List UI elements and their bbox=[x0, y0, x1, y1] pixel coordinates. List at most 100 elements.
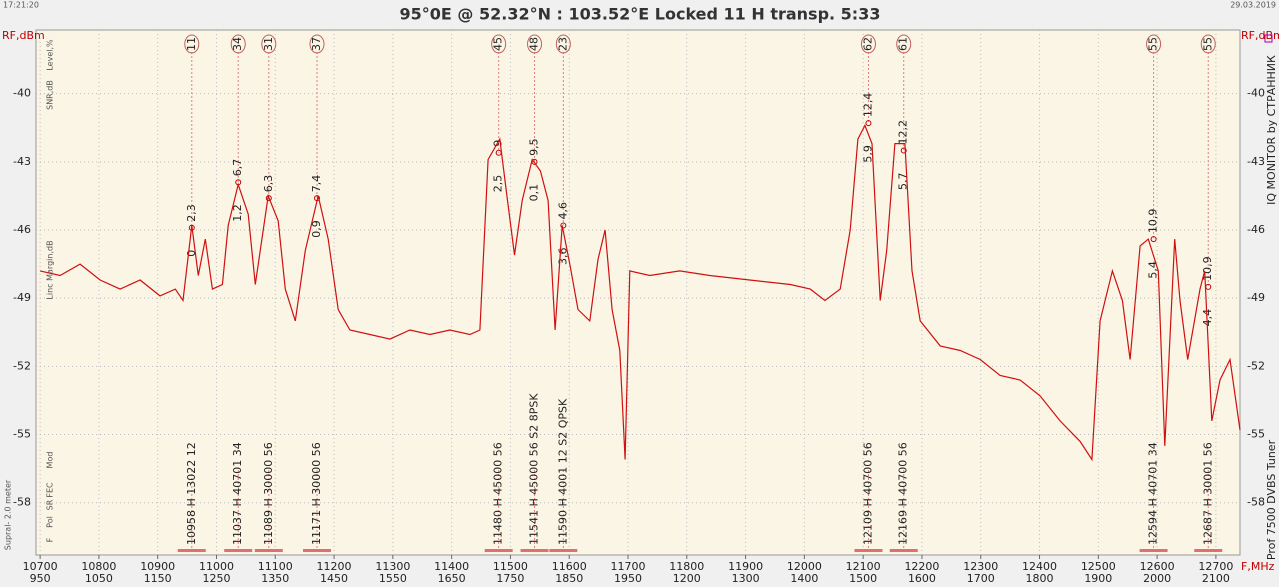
margin-label: 4,4 bbox=[1201, 309, 1214, 327]
band-marker bbox=[177, 549, 206, 552]
x2-tick-label: 1900 bbox=[1084, 572, 1112, 585]
transponder-badge bbox=[896, 34, 912, 54]
x2-tick-label: 950 bbox=[30, 572, 51, 585]
params-label: 12594 H 40701 34 bbox=[1147, 442, 1160, 545]
title: 95°0E @ 52.32°N : 103.52°E Locked 11 H t… bbox=[400, 5, 881, 24]
band-marker bbox=[303, 549, 332, 552]
x-tick-label: 10700 bbox=[23, 560, 58, 573]
x-tick-label: 11800 bbox=[669, 560, 704, 573]
y-tick-label-right: -49 bbox=[1247, 291, 1265, 304]
x-tick-label: 12100 bbox=[846, 560, 881, 573]
x2-tick-label: 1800 bbox=[1026, 572, 1054, 585]
x2-tick-label: 1400 bbox=[790, 572, 818, 585]
x-tick-label: 12400 bbox=[1022, 560, 1057, 573]
params-label: 11480 H 45000 56 bbox=[492, 442, 505, 545]
snr-label: 6,3 bbox=[262, 175, 275, 193]
params-label: 11541 H 45000 56 S2 8PSK bbox=[528, 393, 541, 545]
x-tick-label: 11500 bbox=[493, 560, 528, 573]
transponder-number: 45 bbox=[492, 37, 505, 51]
transponder-badge bbox=[1200, 34, 1216, 54]
side-label: F bbox=[46, 537, 55, 542]
x2-tick-label: 1500 bbox=[849, 572, 877, 585]
x-tick-label: 12000 bbox=[787, 560, 822, 573]
x-tick-label: 12500 bbox=[1081, 560, 1116, 573]
side-label: Linc Margin,dB bbox=[46, 240, 55, 299]
snr-label: 2,3 bbox=[185, 204, 198, 222]
x2-tick-label: 1650 bbox=[438, 572, 466, 585]
x-tick-label: 12700 bbox=[1198, 560, 1233, 573]
transponder-number: 61 bbox=[897, 37, 910, 51]
plot-area bbox=[35, 29, 1241, 556]
params-label: 11171 H 30000 56 bbox=[310, 442, 323, 545]
x2-tick-label: 1950 bbox=[614, 572, 642, 585]
x-tick-label: 12300 bbox=[963, 560, 998, 573]
transponder-number: 23 bbox=[556, 37, 569, 51]
margin-label: 1,2 bbox=[231, 204, 244, 222]
margin-label: 0 bbox=[185, 250, 198, 257]
transponder-badge bbox=[309, 34, 325, 54]
side-label: SNR,dB bbox=[46, 80, 55, 110]
transponder-badge bbox=[491, 34, 507, 54]
y-tick-label-right: -52 bbox=[1247, 359, 1265, 372]
x-tick-label: 11400 bbox=[434, 560, 469, 573]
x-tick-label: 11100 bbox=[258, 560, 293, 573]
y-tick-label: -43 bbox=[13, 155, 31, 168]
side-label: FEC bbox=[46, 482, 55, 498]
params-label: 12109 H 40700 56 bbox=[861, 442, 874, 545]
x-tick-label: 12200 bbox=[904, 560, 939, 573]
transponder-badge bbox=[261, 34, 277, 54]
x2-tick-label: 1450 bbox=[320, 572, 348, 585]
snr-label: 9,5 bbox=[528, 138, 541, 156]
params-label: 11089 H 30000 56 bbox=[262, 442, 275, 545]
icon[interactable] bbox=[1264, 34, 1273, 43]
x-tick-label: 11900 bbox=[728, 560, 763, 573]
x-label: F,MHz bbox=[1241, 560, 1275, 573]
side-label: Pol bbox=[46, 516, 55, 528]
transponder-badge bbox=[230, 34, 246, 54]
x2-tick-label: 1050 bbox=[85, 572, 113, 585]
y-label-right: RF,dBm bbox=[1241, 29, 1279, 42]
x2-tick-label: 2000 bbox=[1143, 572, 1171, 585]
x2-tick-label: 1600 bbox=[908, 572, 936, 585]
band-marker bbox=[484, 549, 513, 552]
x2-tick-label: 1850 bbox=[555, 572, 583, 585]
date: 29.03.2019 bbox=[1230, 1, 1276, 10]
y-tick-label-right: -55 bbox=[1247, 428, 1265, 441]
transponder-number: 55 bbox=[1147, 37, 1160, 51]
side-label: IQ MONITOR by СТРАННИК bbox=[1265, 55, 1278, 205]
y-tick-label-right: -46 bbox=[1247, 223, 1265, 236]
transponder-number: 11 bbox=[185, 37, 198, 51]
x-tick-label: 10900 bbox=[140, 560, 175, 573]
x2-tick-label: 1300 bbox=[732, 572, 760, 585]
band-marker bbox=[254, 549, 283, 552]
params-label: 10958 H 13022 12 bbox=[185, 442, 198, 545]
transponder-badge bbox=[860, 34, 876, 54]
transponder-number: 37 bbox=[310, 37, 323, 51]
x2-tick-label: 1250 bbox=[202, 572, 230, 585]
params-label: 11590 H 4001 12 S2 QPSK bbox=[556, 398, 569, 545]
band-marker bbox=[1194, 549, 1223, 552]
x2-tick-label: 2100 bbox=[1202, 572, 1230, 585]
x-tick-label: 11200 bbox=[317, 560, 352, 573]
snr-label: 7,4 bbox=[310, 175, 323, 193]
x-tick-label: 11600 bbox=[552, 560, 587, 573]
x-tick-label: 11300 bbox=[375, 560, 410, 573]
x2-tick-label: 1200 bbox=[673, 572, 701, 585]
transponder-number: 55 bbox=[1201, 37, 1214, 51]
y-label-left: RF,dBm bbox=[2, 29, 45, 42]
side-label: SR bbox=[46, 499, 55, 510]
y-tick-label: -49 bbox=[13, 291, 31, 304]
snr-label: 12,2 bbox=[897, 120, 910, 145]
band-marker bbox=[889, 549, 918, 552]
x2-tick-label: 1700 bbox=[967, 572, 995, 585]
level-marker bbox=[865, 120, 872, 127]
y-tick-label: -40 bbox=[13, 87, 31, 100]
x2-tick-label: 1750 bbox=[496, 572, 524, 585]
transponder-number: 34 bbox=[231, 37, 244, 51]
x2-tick-label: 1150 bbox=[144, 572, 172, 585]
transponder-number: 62 bbox=[861, 37, 874, 51]
snr-label: 6,7 bbox=[231, 159, 244, 177]
spectrum-line bbox=[39, 124, 1241, 462]
level-marker bbox=[265, 195, 272, 202]
